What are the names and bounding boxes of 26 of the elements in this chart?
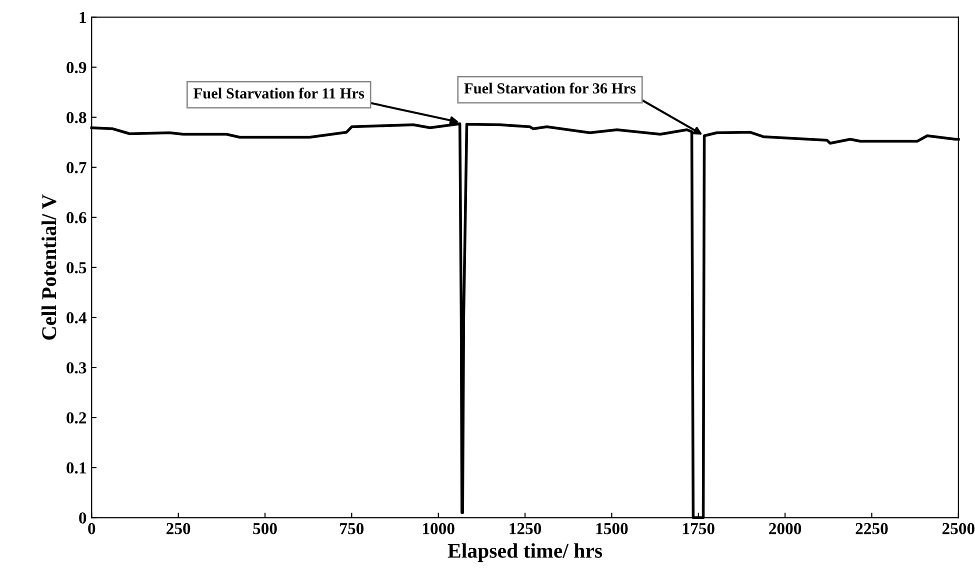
- x-tick-label: 1000: [423, 523, 454, 534]
- y-tick-label: 0.7: [66, 162, 86, 174]
- y-tick-label: 0.2: [66, 412, 86, 424]
- x-tick-label: 2250: [856, 523, 888, 534]
- y-tick-label: 0.5: [66, 262, 86, 274]
- y-tick-label: 0.9: [66, 62, 86, 74]
- x-axis-title: Elapsed time/ hrs: [448, 543, 602, 562]
- y-tick-label: 0.6: [66, 212, 86, 224]
- y-tick-label: 0.1: [66, 462, 86, 474]
- x-tick-label: 0: [88, 523, 96, 534]
- annotation: Fuel Starvation for 36 Hrs: [464, 82, 636, 94]
- x-tick-label: 250: [166, 523, 190, 534]
- x-tick-label: 500: [253, 523, 277, 534]
- x-tick-label: 2500: [942, 523, 974, 534]
- y-tick-label: 1: [80, 12, 86, 23]
- x-tick-label: 2000: [769, 523, 802, 534]
- x-tick-label: 1750: [683, 523, 714, 534]
- x-tick-label: 1500: [596, 523, 628, 534]
- y-tick-label: 0.3: [66, 362, 86, 374]
- y-tick-label: 0.4: [66, 312, 86, 324]
- x-tick-label: 750: [340, 523, 364, 534]
- x-tick-label: 1250: [510, 523, 542, 534]
- y-tick-label: 0.8: [66, 112, 86, 124]
- y-tick-label: 0: [79, 512, 86, 524]
- y-axis-title: Cell Potential/ V: [42, 194, 56, 340]
- annotation: Fuel Starvation for 11 Hrs: [194, 88, 364, 99]
